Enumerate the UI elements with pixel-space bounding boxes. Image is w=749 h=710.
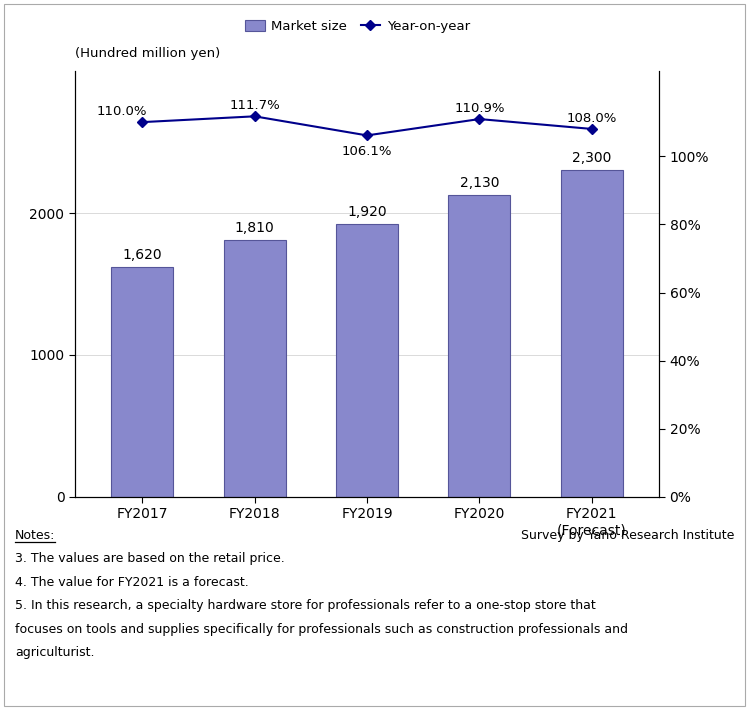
Text: 2,130: 2,130 — [460, 175, 499, 190]
Text: 2,300: 2,300 — [572, 151, 611, 165]
Bar — [449, 195, 510, 497]
Bar — [336, 224, 398, 497]
Text: 108.0%: 108.0% — [566, 111, 617, 124]
Bar — [112, 267, 173, 497]
Text: 110.0%: 110.0% — [97, 104, 148, 118]
Text: (Hundred million yen): (Hundred million yen) — [75, 48, 220, 60]
Legend: Market size, Year-on-year: Market size, Year-on-year — [245, 20, 470, 33]
Text: 106.1%: 106.1% — [342, 145, 392, 158]
Text: Notes:: Notes: — [15, 529, 55, 542]
Text: focuses on tools and supplies specifically for professionals such as constructio: focuses on tools and supplies specifical… — [15, 623, 628, 635]
Text: 3. The values are based on the retail price.: 3. The values are based on the retail pr… — [15, 552, 285, 565]
Text: 110.9%: 110.9% — [454, 102, 505, 114]
Text: agriculturist.: agriculturist. — [15, 646, 94, 659]
Bar — [224, 240, 285, 497]
Text: 5. In this research, a specialty hardware store for professionals refer to a one: 5. In this research, a specialty hardwar… — [15, 599, 595, 612]
Text: 1,810: 1,810 — [234, 221, 275, 235]
Text: 111.7%: 111.7% — [229, 99, 280, 112]
Text: 1,920: 1,920 — [348, 205, 386, 219]
Bar — [561, 170, 622, 497]
Text: Survey by Yano Research Institute: Survey by Yano Research Institute — [521, 529, 734, 542]
Text: 1,620: 1,620 — [123, 248, 162, 262]
Text: 4. The value for FY2021 is a forecast.: 4. The value for FY2021 is a forecast. — [15, 576, 249, 589]
